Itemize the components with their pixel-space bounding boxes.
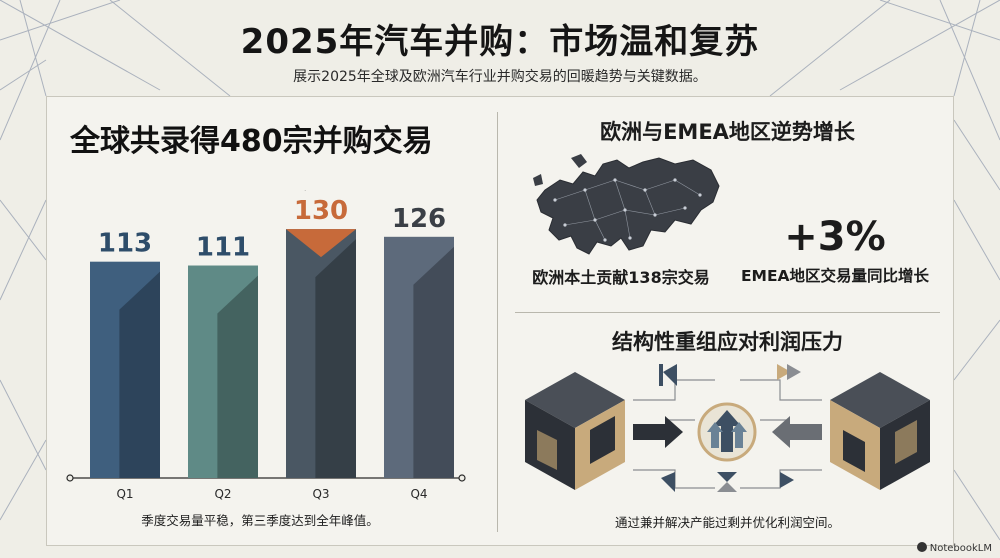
x-tick-label-q4: Q4 <box>410 487 427 501</box>
peak-marker <box>286 229 356 258</box>
bar-value-label-q4: 126 <box>392 204 446 234</box>
page-title: 2025年汽车并购：市场温和复苏 <box>240 22 760 62</box>
peak-annotation: Q3 PEAK <box>299 190 343 192</box>
emea-growth-label: EMEA地区交易量同比增长 <box>740 267 930 285</box>
europe-deal-count: 欧洲本土贡献138宗交易 <box>532 268 710 287</box>
x-tick-label-q3: Q3 <box>312 487 329 501</box>
vertical-divider <box>497 112 498 532</box>
page-subtitle: 展示2025年全球及欧洲汽车行业并购交易的回暖趋势与关键数据。 <box>293 69 707 85</box>
bar-q2-shade <box>217 275 258 478</box>
europe-network-map-icon <box>533 154 720 255</box>
x-axis-start-dot <box>66 474 74 482</box>
bar-value-label-q1: 113 <box>98 229 152 259</box>
x-tick-label-q2: Q2 <box>214 487 231 501</box>
chart-caption: 季度交易量平稳，第三季度达到全年峰值。 <box>141 513 379 528</box>
bar-q1-shade <box>119 271 160 478</box>
horizontal-divider <box>515 312 940 313</box>
x-axis-end-dot <box>458 474 466 482</box>
europe-section-heading: 欧洲与EMEA地区逆势增长 <box>600 120 855 144</box>
quarterly-deals-bar-chart: 113 Q1 111 Q2 130 Q3 PEAK Q3 126 Q4 <box>66 190 466 501</box>
notebooklm-logo-icon <box>916 542 927 552</box>
restructure-caption: 通过兼并解决产能过剩并优化利润空间。 <box>614 515 840 530</box>
bar-value-label-q2: 111 <box>196 233 250 263</box>
brand-watermark: NotebookLM <box>916 542 992 554</box>
x-tick-label-q1: Q1 <box>116 487 133 501</box>
global-deals-heading: 全球共录得480宗并购交易 <box>70 124 433 159</box>
brand-label: NotebookLM <box>929 543 992 554</box>
restructure-section-heading: 结构性重组应对利润压力 <box>612 330 843 354</box>
merging-cubes-icon <box>525 364 930 492</box>
bar-value-label-q3: 130 <box>294 196 348 226</box>
bar-q3-shade <box>315 239 356 478</box>
emea-growth-value: +3% <box>784 214 886 260</box>
bar-q4-shade <box>413 246 454 478</box>
